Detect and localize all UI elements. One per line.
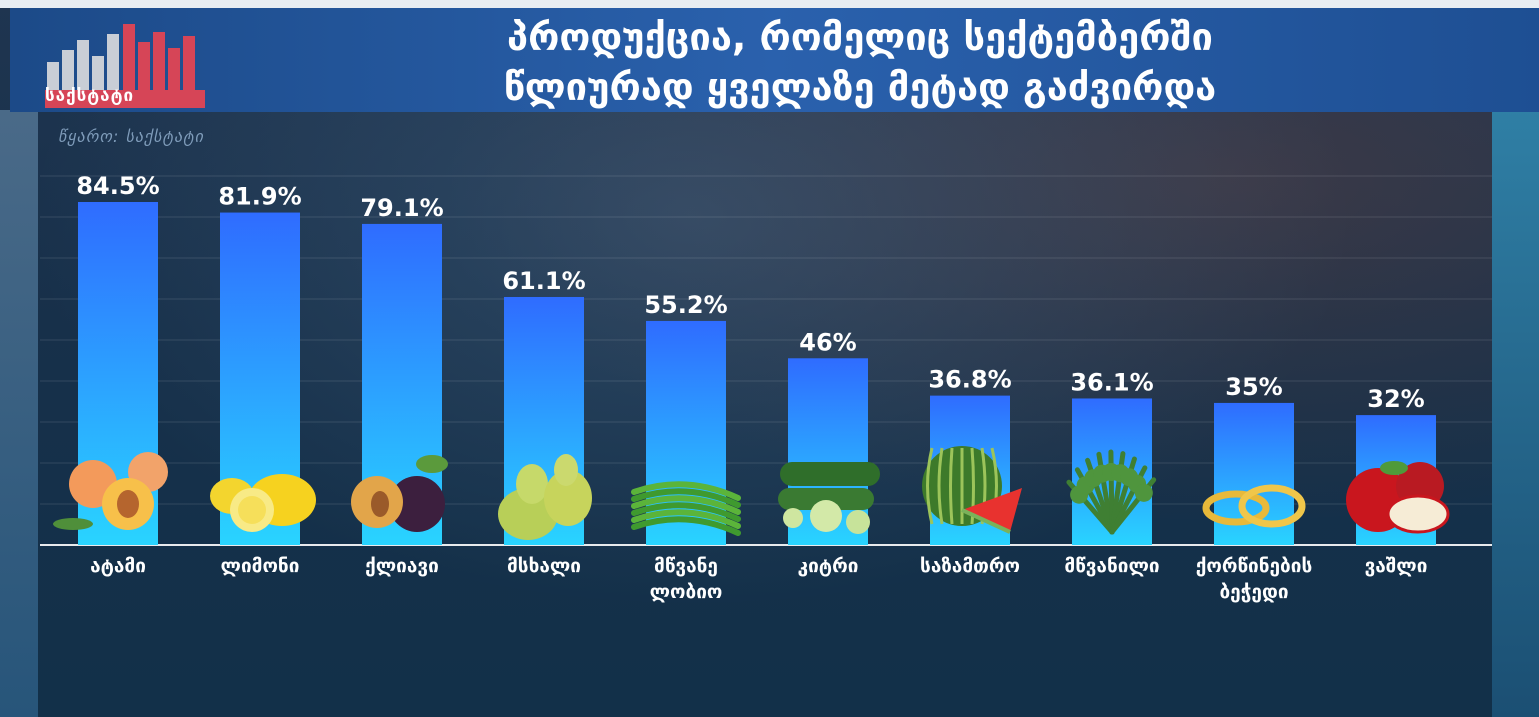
category-label: მწვანე: [654, 555, 718, 577]
value-label: 81.9%: [218, 183, 301, 211]
value-label: 36.8%: [928, 366, 1011, 394]
green-bean-icon: [631, 481, 741, 536]
plum-icon: [351, 455, 448, 532]
category-label: საზამთრო: [920, 555, 1020, 577]
title-line-1: პროდუქცია, რომელიც სექტემბერში: [507, 15, 1213, 59]
top-strip: [0, 0, 1539, 8]
product-icons: [53, 446, 1450, 540]
value-label: 55.2%: [644, 291, 727, 319]
cucumber-icon: [778, 462, 880, 534]
chart-title: პროდუქცია, რომელიც სექტემბერში წლიურად ყ…: [260, 12, 1460, 112]
value-label: 79.1%: [360, 194, 443, 222]
value-label: 35%: [1225, 373, 1282, 401]
source-note: წყარო: საქსტატი: [58, 127, 204, 146]
category-label: ქორწინების: [1196, 555, 1313, 577]
value-label: 46%: [799, 328, 856, 356]
category-label: მსხალი: [507, 555, 581, 577]
value-label: 32%: [1367, 385, 1424, 413]
category-label: ვაშლი: [1365, 555, 1428, 577]
apple-icon: [1346, 461, 1450, 534]
category-label: ბეჭედი: [1219, 581, 1288, 603]
value-labels: 84.5% 81.9% 79.1% 61.1% 55.2% 46% 36.8% 36.1% 35…: [76, 172, 1424, 413]
category-labels: ატამი ლიმონი ქლიავი მსხალი მწვანე ლობიო კიტრი ს…: [90, 555, 1427, 603]
wedding-ring-icon: [1202, 484, 1306, 528]
category-label: ლობიო: [650, 581, 723, 603]
value-label: 36.1%: [1070, 368, 1153, 396]
category-label: ქლიავი: [365, 555, 439, 577]
watermelon-icon: [922, 446, 1022, 534]
title-line-2: წლიურად ყველაზე მეტად გაძვირდა: [503, 65, 1217, 109]
header-banner: [10, 8, 1539, 112]
lemon-icon: [210, 474, 316, 532]
value-label: 84.5%: [76, 172, 159, 200]
category-label: ლიმონი: [221, 555, 300, 577]
peach-icon: [53, 452, 168, 530]
value-label: 61.1%: [502, 267, 585, 295]
pear-icon: [498, 454, 592, 540]
category-label: კიტრი: [798, 555, 859, 577]
left-edge-panel: [0, 110, 38, 717]
geostat-logo: [45, 24, 205, 108]
category-label: ატამი: [90, 555, 146, 577]
herbs-icon: [1066, 449, 1157, 535]
right-edge-panel: [1492, 110, 1539, 717]
category-label: მწვანილი: [1064, 555, 1159, 577]
logo-text: საქსტატი: [45, 86, 135, 106]
